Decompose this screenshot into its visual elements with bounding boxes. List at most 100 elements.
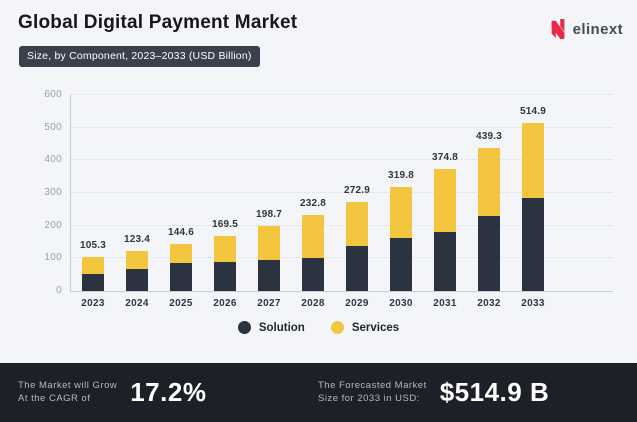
page-title: Global Digital Payment Market: [18, 12, 298, 33]
bar-stack: [478, 147, 500, 291]
x-tick-label: 2032: [477, 298, 501, 309]
bar-value-label: 514.9: [519, 105, 547, 117]
x-tick-label: 2027: [257, 298, 281, 309]
bar-2027-solution: [258, 259, 280, 291]
x-tick-label: 2029: [345, 298, 369, 309]
bar-group-2026: 169.5 2026: [203, 95, 247, 309]
x-tick-label: 2031: [433, 298, 457, 309]
bar-group-2029: 272.9 2029: [335, 95, 379, 309]
x-tick-label: 2026: [213, 298, 237, 309]
bar-2029-solution: [346, 246, 368, 291]
y-tick-label: 0: [56, 285, 62, 296]
bar-2026-services: [214, 235, 236, 263]
bar-value-label: 232.8: [299, 197, 327, 209]
bar-stack: [170, 243, 192, 291]
bar-2031-solution: [434, 231, 456, 291]
bar-2024-solution: [126, 269, 148, 291]
services-dot-icon: [330, 321, 344, 334]
bar-2023-services: [82, 256, 104, 275]
bar-2025-solution: [170, 263, 192, 291]
legend-label: Solution: [258, 321, 305, 334]
bar-value-label: 198.7: [255, 209, 283, 221]
gridline-600: [71, 94, 613, 95]
y-tick-label: 600: [44, 89, 62, 100]
bar-2033-solution: [522, 197, 544, 291]
bar-2031-services: [434, 168, 456, 232]
forecast-label-line1: The Forecasted Market: [318, 379, 427, 391]
bar-2029-services: [346, 201, 368, 247]
bar-2028-services: [302, 214, 324, 259]
x-tick-label: 2025: [169, 298, 193, 309]
bar-stack: [522, 122, 544, 291]
gridline-500: [71, 126, 613, 128]
gridline-300: [71, 192, 613, 193]
cagr-label: The Market will Grow At the CAGR of: [18, 380, 117, 406]
bar-group-2030: 319.8 2030: [379, 95, 423, 309]
y-tick-label: 500: [44, 121, 62, 133]
legend-item-services: Services: [330, 321, 400, 334]
bar-value-label: 439.3: [475, 130, 503, 142]
bar-stack: [258, 226, 280, 291]
y-tick-label: 300: [44, 187, 62, 198]
legend-label: Services: [351, 321, 400, 334]
brand-logo: elinext: [548, 17, 623, 41]
legend-item-solution: Solution: [237, 321, 305, 334]
x-tick-label: 2030: [389, 298, 413, 309]
x-tick-label: 2028: [301, 298, 325, 309]
bar-group-2025: 144.6 2025: [159, 95, 203, 309]
bar-2026-solution: [214, 262, 236, 291]
gridline-100: [71, 257, 613, 259]
solution-dot-icon: [237, 321, 251, 334]
bar-group-2023: 105.3 2023: [71, 95, 115, 309]
bar-2032-solution: [478, 215, 500, 291]
gridline-200: [71, 224, 613, 226]
bar-group-2033: 514.9 2033: [511, 95, 555, 309]
bar-group-2031: 374.8 2031: [423, 95, 467, 309]
x-tick-label: 2033: [521, 298, 545, 309]
bar-2032-services: [478, 147, 500, 216]
gridline-400: [71, 159, 613, 161]
y-axis: 0 100 200 300 400 500 600: [0, 89, 62, 296]
bar-value-label: 374.8: [431, 151, 459, 163]
forecast-label: The Forecasted Market Size for 2033 in U…: [318, 380, 427, 406]
bar-2030-services: [390, 186, 412, 239]
plot-area: 105.3 2023 123.4 2024 144.6 2025 169.5 2026 198.…: [70, 94, 613, 310]
bar-stack: [302, 214, 324, 291]
bar-stack: [126, 250, 148, 291]
chart-legend: Solution Services: [0, 321, 637, 334]
bar-2024-services: [126, 250, 148, 270]
bar-group-2024: 123.4 2024: [115, 95, 159, 309]
bar-value-label: 144.6: [167, 226, 195, 238]
bar-2033-services: [522, 122, 544, 198]
bar-value-label: 272.9: [343, 184, 371, 196]
bar-2025-services: [170, 243, 192, 264]
bar-value-label: 123.4: [123, 233, 151, 245]
bar-group-2028: 232.8 2028: [291, 95, 335, 309]
bar-2030-solution: [390, 238, 412, 291]
cagr-stat: The Market will Grow At the CAGR of 17.2…: [18, 363, 206, 422]
bar-2027-services: [258, 226, 280, 260]
y-tick-label: 400: [44, 154, 62, 166]
bar-stack: [82, 256, 104, 291]
bar-stack: [434, 168, 456, 291]
x-tick-label: 2024: [125, 298, 149, 309]
brand-name: elinext: [572, 20, 623, 38]
bar-2023-solution: [82, 274, 104, 291]
y-tick-label: 100: [44, 252, 62, 264]
cagr-label-line2: At the CAGR of: [18, 392, 91, 404]
bar-value-label: 105.3: [79, 239, 107, 251]
subtitle-badge: Size, by Component, 2023–2033 (USD Billi…: [19, 46, 260, 67]
cagr-label-line1: The Market will Grow: [18, 379, 118, 391]
bar-group-2027: 198.7 2027: [247, 95, 291, 309]
elinext-logo-icon: [548, 17, 568, 41]
bar-value-label: 169.5: [211, 218, 239, 230]
bar-stack: [346, 201, 368, 291]
bar-group-2032: 439.3 2032: [467, 95, 511, 310]
bar-value-label: 319.8: [387, 169, 415, 181]
x-tick-label: 2023: [81, 298, 105, 309]
bar-stack: [390, 186, 412, 291]
forecast-stat: The Forecasted Market Size for 2033 in U…: [318, 363, 549, 422]
forecast-value: $514.9 B: [439, 377, 550, 407]
footer-stats-bar: The Market will Grow At the CAGR of 17.2…: [0, 363, 637, 422]
